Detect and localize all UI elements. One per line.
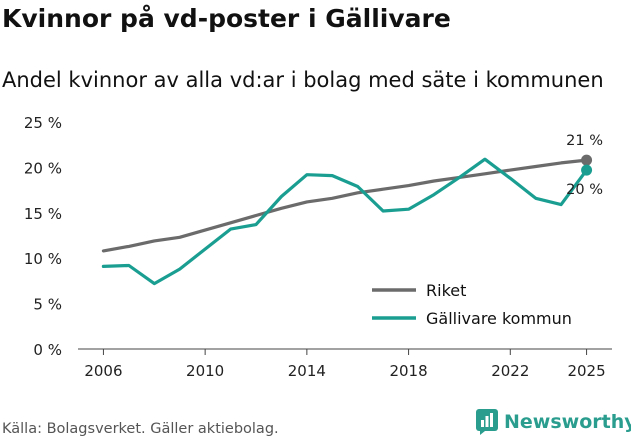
series-line-g-llivare-kommun <box>101 157 589 286</box>
y-tick-label: 0 % <box>33 341 62 359</box>
legend-label-g-llivare-kommun: Gällivare kommun <box>426 309 572 328</box>
y-tick-label: 25 % <box>24 114 62 132</box>
brand-logo[interactable]: Newsworthy <box>476 408 631 436</box>
bar-chart-icon <box>476 409 498 435</box>
legend: Riket Gällivare kommun <box>372 281 572 328</box>
x-tick-label: 2006 <box>84 362 122 380</box>
brand-name: Newsworthy <box>504 411 631 433</box>
x-tick-label: 2022 <box>491 362 529 380</box>
x-tick-label: 2014 <box>288 362 326 380</box>
y-tick-label: 15 % <box>24 205 62 223</box>
y-tick-label: 10 % <box>24 250 62 268</box>
end-label-g-llivare-kommun: 20 % <box>566 182 603 198</box>
end-point-g-llivare-kommun <box>581 164 593 176</box>
y-tick-label: 5 % <box>33 296 62 314</box>
end-label-riket: 21 % <box>566 133 603 149</box>
y-axis: 0 % 5 % 10 % 15 % 20 % 25 % <box>24 114 62 359</box>
chart-title: Kvinnor på vd-poster i Gällivare <box>2 4 451 33</box>
line-chart: 0 %5 %10 %15 %20 %25 % 2006 2010 2014 2018 2… <box>24 114 612 380</box>
source-note: Källa: Bolagsverket. Gäller aktiebolag. <box>2 421 279 437</box>
x-axis: 2006 2010 2014 2018 2022 2025 <box>78 348 612 380</box>
chart-subtitle: Andel kvinnor av alla vd:ar i bolag med … <box>2 68 604 92</box>
x-tick-label: 2010 <box>186 362 224 380</box>
series-layer: 21 % 20 % <box>101 133 603 286</box>
x-tick-label: 2018 <box>389 362 427 380</box>
series-line-riket <box>101 158 589 253</box>
end-point-riket <box>581 154 593 166</box>
legend-label-riket: Riket <box>426 281 466 300</box>
y-tick-label: 20 % <box>24 159 62 177</box>
x-tick-label: 2025 <box>567 362 605 380</box>
